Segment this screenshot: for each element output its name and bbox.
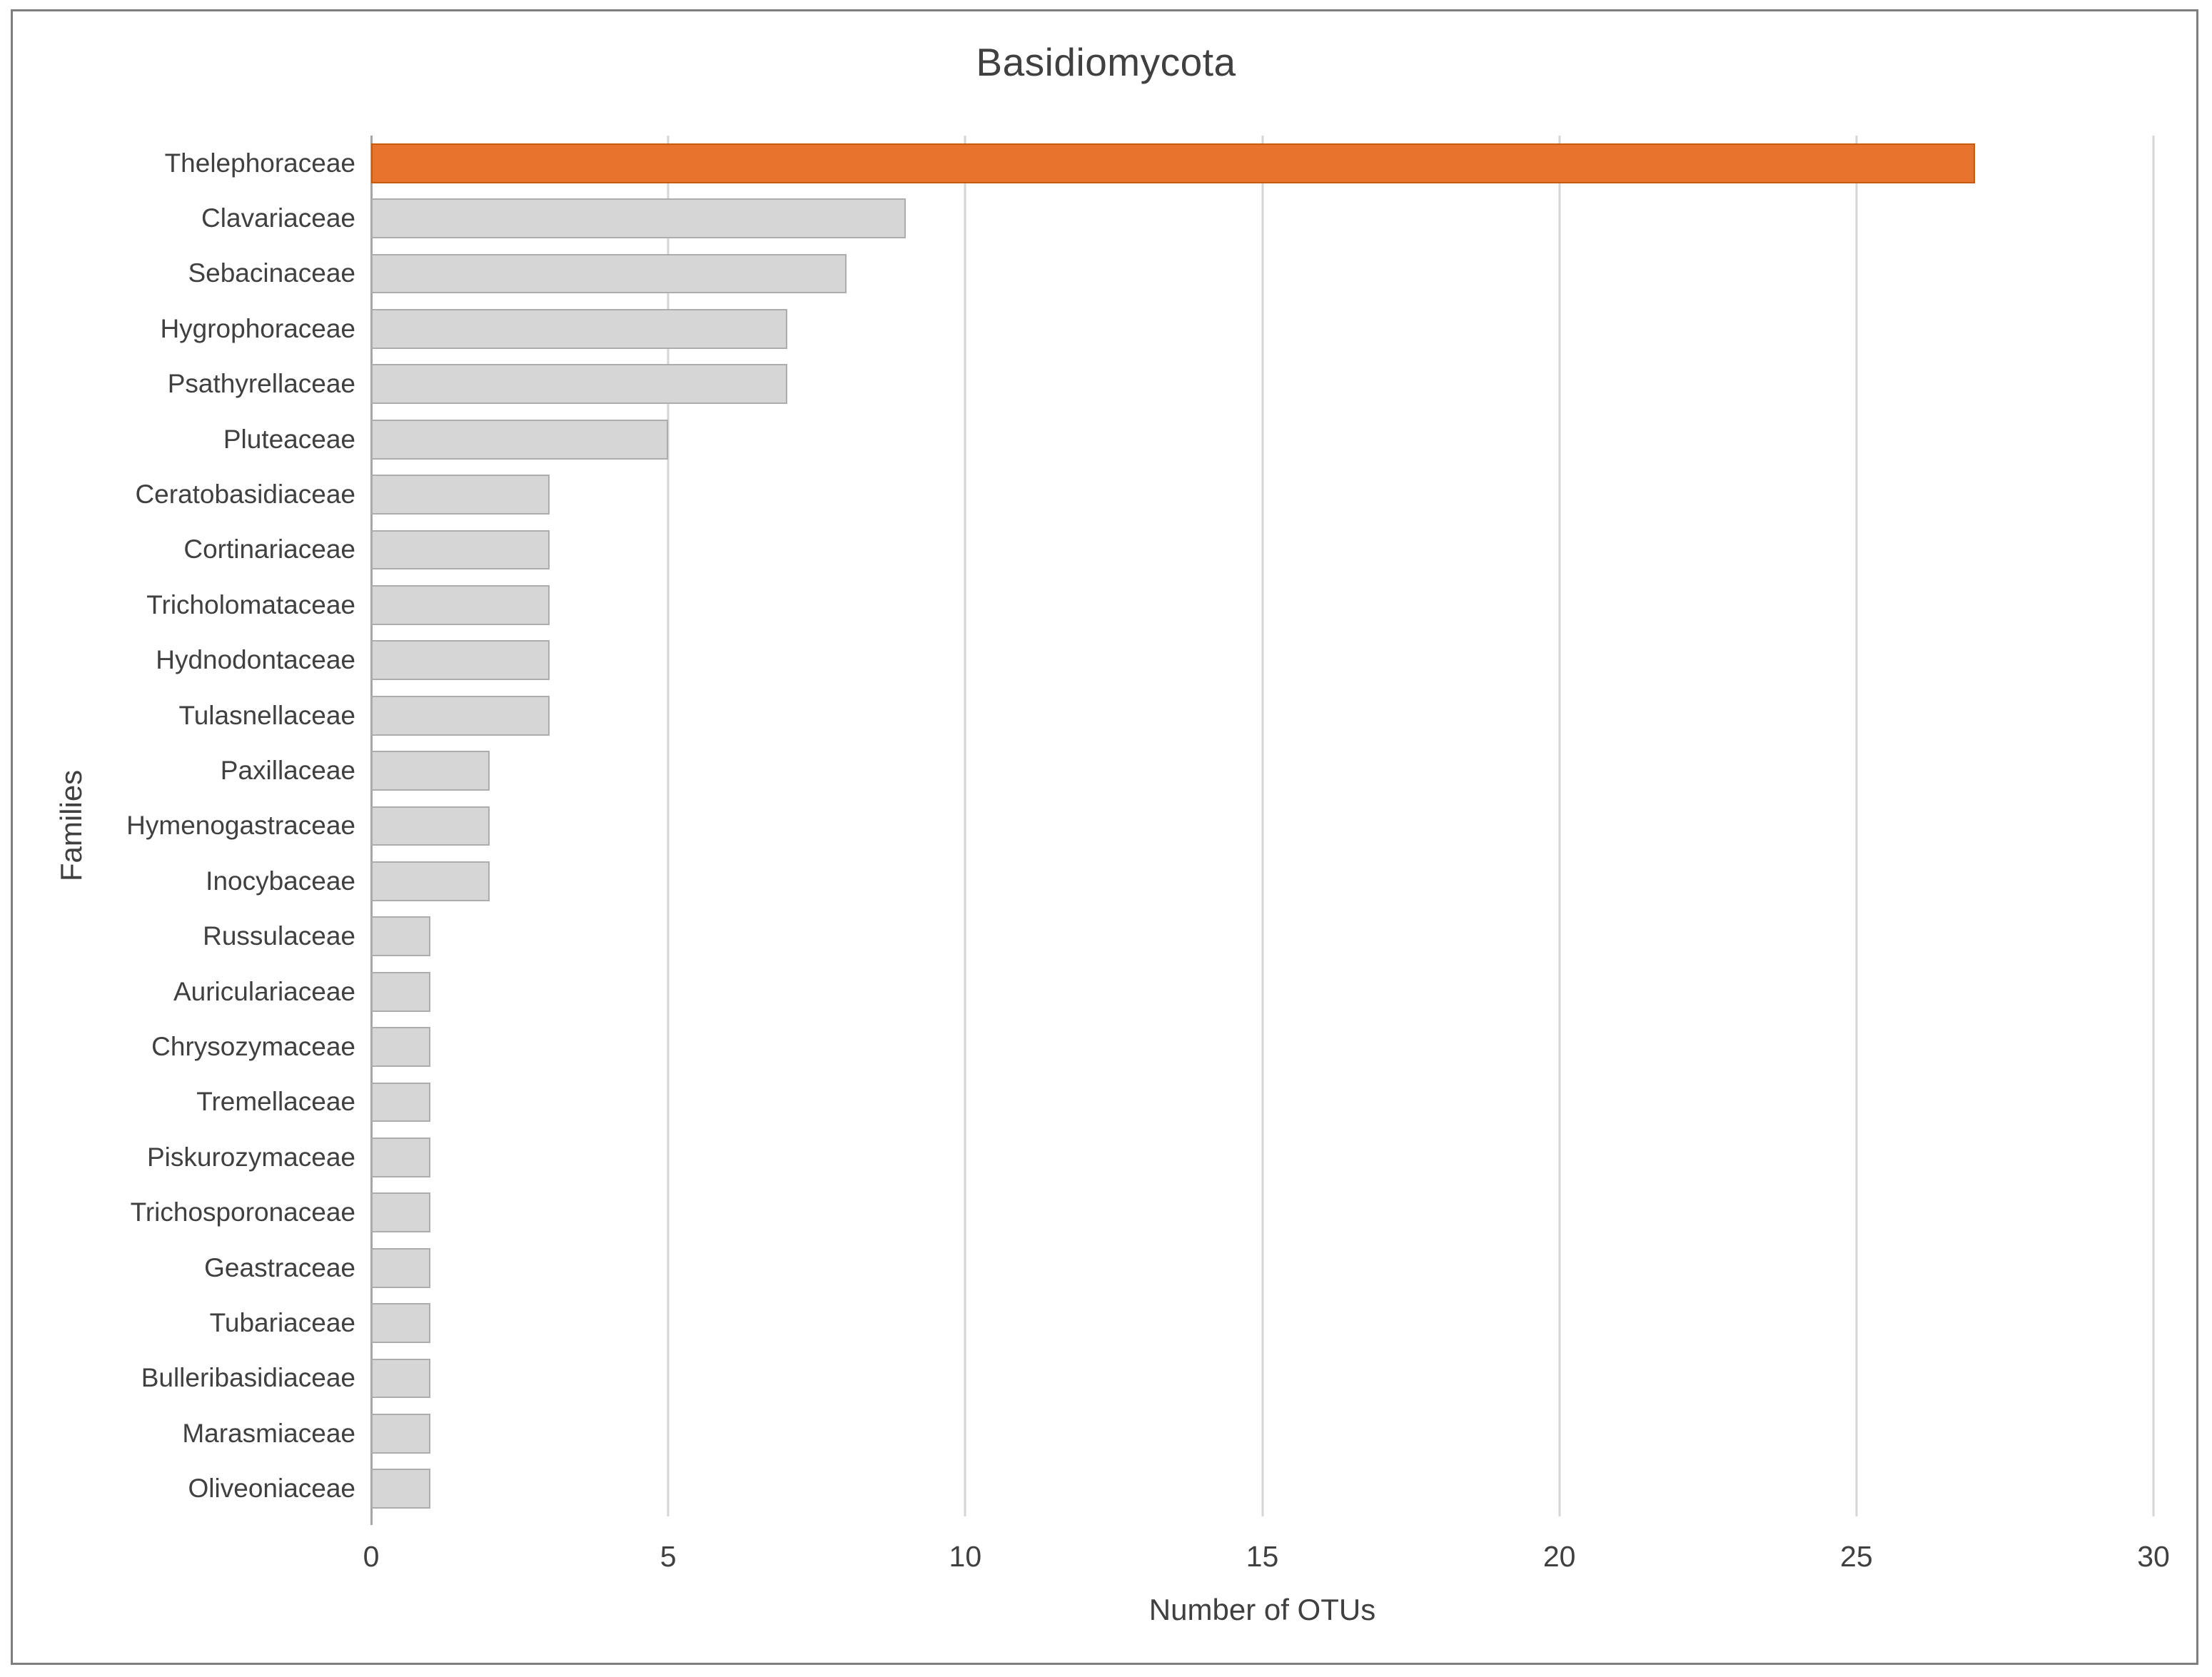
bar — [371, 1192, 431, 1233]
gridline — [1855, 136, 1858, 1516]
bar-row — [371, 743, 2153, 798]
category-label: Trichosporonaceae — [130, 1197, 355, 1227]
category-label: Tubariaceae — [209, 1308, 355, 1338]
bar-row — [371, 467, 2153, 522]
bar-row — [371, 246, 2153, 301]
category-label: Hygrophoraceae — [160, 313, 355, 343]
bar-row — [371, 357, 2153, 412]
bar — [371, 1469, 431, 1509]
category-label: Marasmiaceae — [182, 1418, 355, 1448]
bar — [371, 253, 847, 294]
bar — [371, 419, 669, 460]
category-label: Sebacinaceae — [188, 258, 355, 288]
bar — [371, 916, 431, 957]
bar — [371, 1082, 431, 1123]
bar-row — [371, 1295, 2153, 1350]
category-label: Bulleribasidiaceae — [141, 1363, 355, 1393]
category-label: Pluteaceae — [223, 424, 355, 454]
y-axis-title: Families — [54, 769, 88, 882]
bar — [371, 364, 787, 405]
category-label: Clavariaceae — [201, 203, 355, 233]
gridline — [2152, 136, 2155, 1516]
bar — [371, 1247, 431, 1288]
x-axis-title: Number of OTUs — [1148, 1593, 1376, 1626]
chart-frame-border — [11, 9, 2198, 1665]
bar-row — [371, 191, 2153, 245]
gridline — [1261, 136, 1263, 1516]
chart-title: Basidiomycota — [976, 40, 1236, 84]
bar-row — [371, 688, 2153, 743]
bar — [371, 530, 550, 570]
bar — [371, 475, 550, 515]
bar-row — [371, 1351, 2153, 1406]
category-label: Geastraceae — [204, 1252, 355, 1282]
category-label: Inocybaceae — [206, 866, 355, 896]
gridline — [667, 136, 670, 1516]
bar — [371, 1303, 431, 1343]
bar — [371, 861, 490, 901]
bar-row — [371, 633, 2153, 688]
bar — [371, 1027, 431, 1067]
bar-row — [371, 1240, 2153, 1295]
category-label: Ceratobasidiaceae — [135, 480, 355, 510]
bar — [371, 198, 906, 238]
bar-row — [371, 1406, 2153, 1461]
category-label: Paxillaceae — [220, 756, 355, 786]
x-tick-label: 0 — [363, 1540, 380, 1573]
bar-row — [371, 799, 2153, 853]
bar-row — [371, 136, 2153, 191]
bar-row — [371, 522, 2153, 577]
bar-row — [371, 412, 2153, 467]
category-label: Hydnodontaceae — [156, 645, 355, 675]
bar-row — [371, 964, 2153, 1019]
bar — [371, 1414, 431, 1454]
bar — [371, 1358, 431, 1399]
category-label: Piskurozymaceae — [146, 1142, 355, 1172]
x-tick-label: 30 — [2137, 1540, 2170, 1573]
bar-row — [371, 1461, 2153, 1516]
category-label: Russulaceae — [203, 921, 355, 951]
value-axis-tick-labels: 0 5 10 15 20 25 30 — [363, 1540, 2170, 1583]
bar-row — [371, 1130, 2153, 1185]
x-tick-label: 10 — [949, 1540, 982, 1573]
category-label: Thelephoraceae — [164, 148, 355, 178]
x-tick-label: 5 — [660, 1540, 677, 1573]
gridline — [1558, 136, 1561, 1516]
category-label: Psathyrellaceae — [167, 369, 355, 399]
bar — [371, 585, 550, 625]
bar — [371, 1138, 431, 1177]
gridline — [964, 136, 966, 1516]
x-tick-label: 20 — [1542, 1540, 1576, 1573]
category-label: Hymenogastraceae — [126, 811, 355, 841]
bar-highlighted — [371, 143, 1976, 183]
plot-area — [370, 136, 2155, 1525]
bar — [371, 640, 550, 681]
x-tick-label: 25 — [1840, 1540, 1873, 1573]
x-tick-label: 15 — [1246, 1540, 1279, 1573]
category-label: Cortinariaceae — [183, 534, 355, 564]
bar-row — [371, 577, 2153, 632]
bar-row — [371, 853, 2153, 908]
category-label: Auriculariaceae — [173, 976, 355, 1006]
category-label: Chrysozymaceae — [151, 1032, 355, 1062]
category-label: Tremellaceae — [196, 1087, 355, 1117]
bar — [371, 751, 490, 791]
bar-row — [371, 301, 2153, 356]
category-axis-labels: Thelephoraceae Clavariaceae Sebacinaceae Hy… — [93, 136, 355, 1516]
category-label: Tulasnellaceae — [178, 700, 355, 730]
bar-row — [371, 1019, 2153, 1074]
bar-row — [371, 1075, 2153, 1130]
bar — [371, 971, 431, 1012]
category-label: Oliveoniaceae — [188, 1474, 355, 1504]
bar — [371, 806, 490, 846]
bar-row — [371, 909, 2153, 964]
category-label: Tricholomataceae — [146, 589, 355, 619]
bar — [371, 309, 787, 349]
bar-row — [371, 1185, 2153, 1240]
bar — [371, 695, 550, 736]
